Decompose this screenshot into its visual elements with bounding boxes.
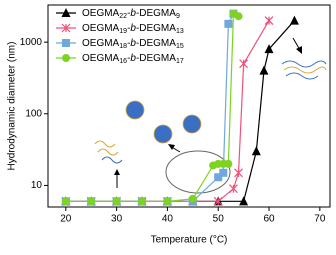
marker: [234, 12, 243, 21]
marker: [234, 168, 243, 178]
legend-marker: [62, 39, 70, 47]
marker: [87, 197, 96, 206]
x-tick-label: 20: [60, 214, 72, 225]
x-tick-label: 30: [111, 214, 123, 225]
marker: [229, 184, 238, 194]
legend-marker: [62, 54, 70, 62]
marker: [219, 168, 228, 177]
marker: [239, 196, 249, 206]
y-axis-title: Hydrodynamic diameter (nm): [7, 42, 18, 171]
marker: [224, 159, 233, 168]
legend-marker: [61, 23, 71, 33]
marker: [214, 173, 223, 182]
arrow-head: [168, 144, 175, 150]
marker: [264, 44, 274, 54]
marker: [138, 197, 146, 206]
legend-marker: [61, 8, 71, 17]
marker: [213, 196, 223, 206]
x-tick-label: 70: [314, 214, 326, 225]
x-axis-title: Temperature (°C): [151, 235, 228, 246]
legend-label: OEGMA22-b-DEGMA9: [82, 8, 180, 21]
y-tick-label: 1000: [20, 37, 43, 48]
y-tick-label: 100: [25, 108, 42, 119]
legend-label: OEGMA19-b-DEGMA13: [82, 23, 184, 36]
highlight-ellipse: [165, 150, 231, 194]
marker: [188, 194, 197, 203]
legend-label: OEGMA18-b-DEGMA15: [82, 38, 184, 51]
arrow-head: [296, 46, 302, 54]
marker: [264, 16, 274, 26]
aggregate-cartoon: [281, 60, 327, 80]
x-tick-label: 50: [213, 214, 225, 225]
y-tick-label: 10: [31, 180, 43, 191]
legend-label: OEGMA16-b-DEGMA17: [82, 53, 184, 66]
x-tick-label: 60: [263, 214, 275, 225]
decorations: [94, 37, 327, 194]
marker: [239, 59, 249, 69]
micelle-cartoon: [125, 100, 202, 144]
marker: [112, 197, 121, 206]
marker: [61, 197, 70, 206]
plot-frame: [47, 4, 331, 208]
marker: [251, 146, 261, 156]
chain-cartoon: [94, 140, 123, 164]
marker: [289, 15, 299, 25]
marker: [163, 197, 172, 206]
arrow-head: [114, 169, 120, 175]
series-line: [65, 12, 239, 202]
marker: [224, 19, 233, 28]
marker: [259, 65, 269, 75]
x-tick-label: 40: [162, 214, 174, 225]
